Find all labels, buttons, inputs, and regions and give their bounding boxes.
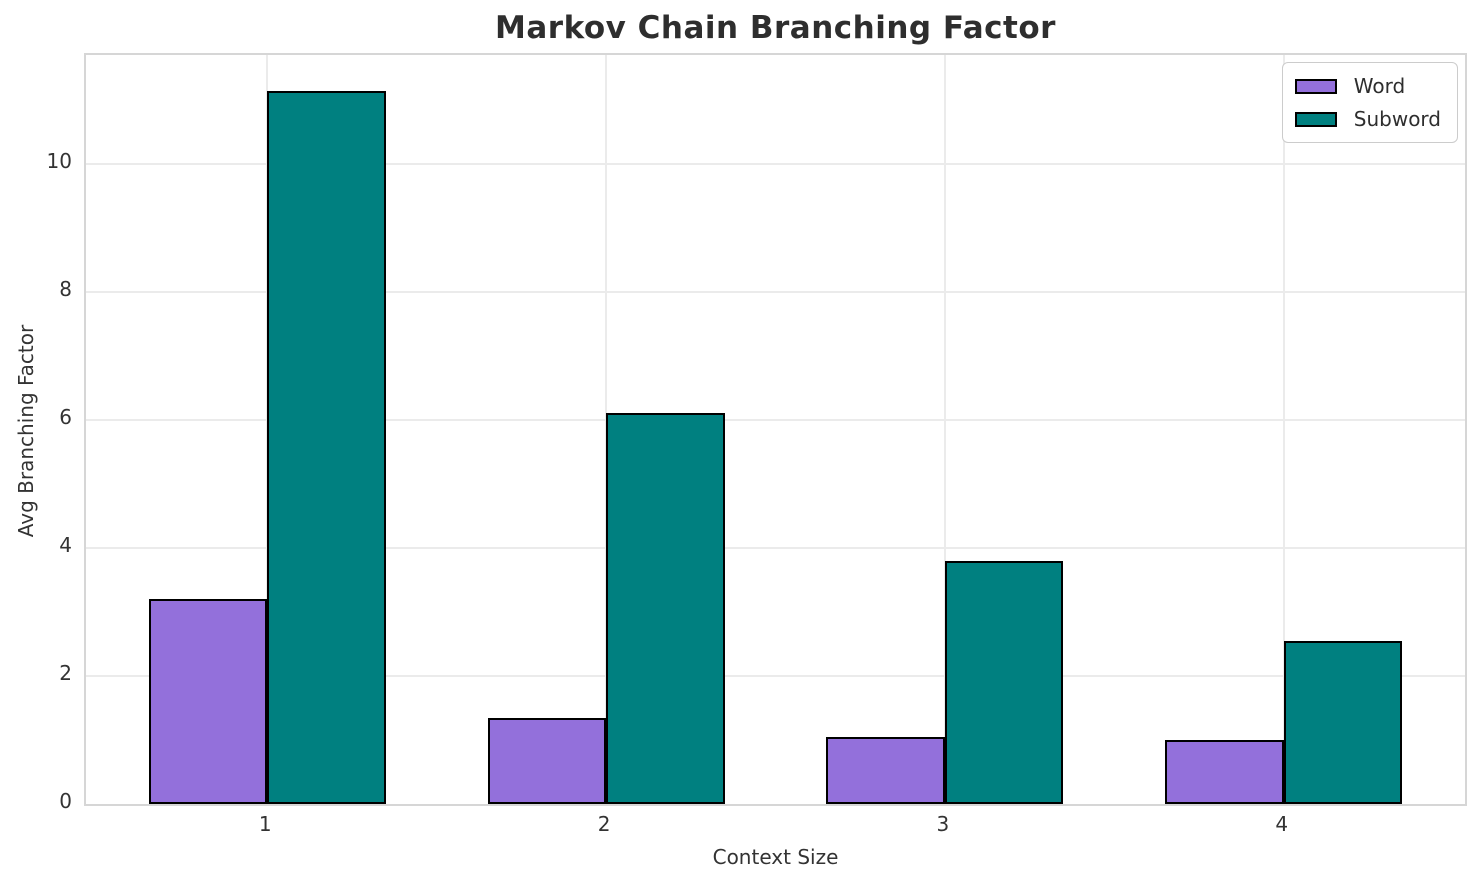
x-tick-label: 2 xyxy=(597,812,611,836)
bar-subword-ctx4 xyxy=(1283,641,1403,804)
y-gridline xyxy=(86,546,1465,549)
bar-word-ctx1 xyxy=(148,599,268,804)
legend-swatch-subword xyxy=(1294,111,1337,127)
bar-subword-ctx1 xyxy=(267,91,386,804)
x-gridline xyxy=(943,55,946,804)
y-tick-label: 6 xyxy=(59,404,72,429)
legend-swatch-word xyxy=(1294,78,1337,94)
y-tick-label: 4 xyxy=(59,532,72,557)
bar-word-ctx2 xyxy=(487,718,607,804)
legend-item-subword: Subword xyxy=(1294,107,1441,131)
legend-item-word: Word xyxy=(1294,74,1441,98)
legend: Word Subword xyxy=(1281,62,1458,143)
y-axis-label: Avg Branching Factor xyxy=(14,324,38,538)
y-tick-label: 2 xyxy=(59,660,72,685)
x-tick-label: 1 xyxy=(258,812,272,836)
y-gridline xyxy=(86,290,1465,293)
bar-subword-ctx2 xyxy=(606,412,725,804)
x-tick-label: 3 xyxy=(936,812,950,836)
y-gridline xyxy=(86,162,1465,165)
x-gridline xyxy=(1282,55,1285,804)
bar-word-ctx4 xyxy=(1165,739,1284,804)
bar-word-ctx3 xyxy=(826,737,945,804)
chart-title: Markov Chain Branching Factor xyxy=(495,10,1056,46)
bar-subword-ctx3 xyxy=(944,561,1064,804)
y-tick-label: 10 xyxy=(46,148,72,173)
plot-area xyxy=(84,53,1467,806)
x-axis-label: Context Size xyxy=(712,845,839,869)
legend-label: Subword xyxy=(1353,107,1441,131)
y-tick-label: 8 xyxy=(59,276,72,301)
y-gridline xyxy=(86,418,1465,421)
legend-label: Word xyxy=(1353,74,1406,98)
x-tick-label: 4 xyxy=(1275,812,1289,836)
y-gridline xyxy=(86,674,1465,677)
y-tick-label: 0 xyxy=(59,789,72,813)
